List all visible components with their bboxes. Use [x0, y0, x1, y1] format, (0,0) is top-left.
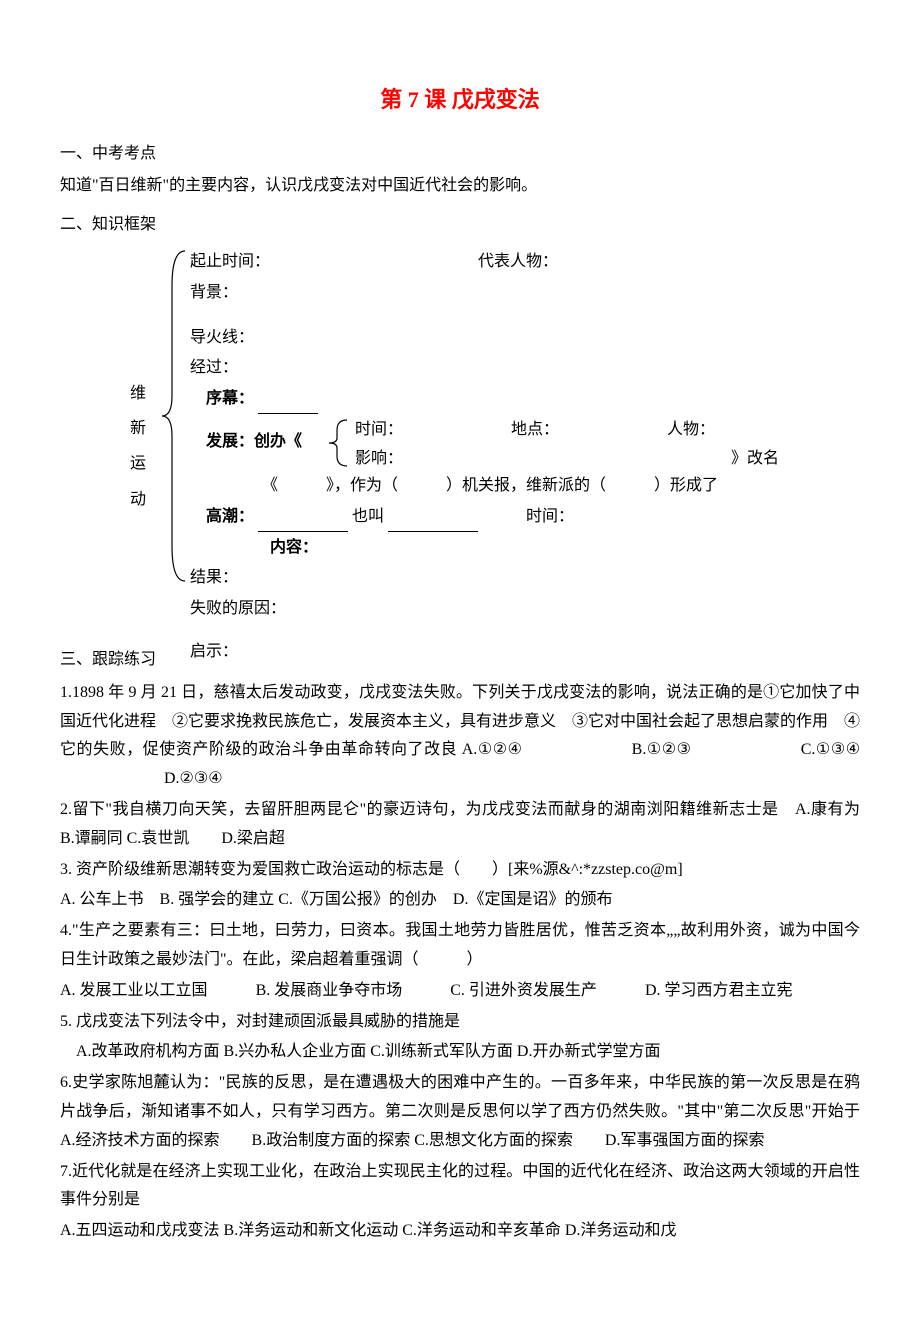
inner-line-2: 影响： 》改名 [355, 445, 875, 474]
inner-line-1: 时间： 地点： 人物： [355, 416, 875, 445]
question-2: 2.留下"我自横刀向天笑，去留肝胆两昆仑"的豪迈诗句，为戊戌变法而献身的湖南浏阳… [60, 796, 860, 854]
label-prologue: 序幕： [206, 390, 254, 407]
vlabel-char-2: 新 [130, 420, 146, 437]
organ-c: ）机关报，维新派的（ [446, 477, 606, 494]
inner-person: 人物： [667, 421, 715, 438]
outline-row-reason: 失败的原因： [190, 595, 870, 624]
outer-brace-icon [160, 246, 190, 586]
outline-body: 起止时间： 代表人物： 背景： 导火线： 经过： 序幕： 发展：创办《 时间： … [190, 246, 870, 669]
inner-place: 地点： [511, 421, 559, 438]
inner-time: 时间： [355, 421, 403, 438]
q1-opt-c: C.①③④ [801, 741, 860, 758]
q4-opt-c: C. 引进外资发展生产 [450, 982, 597, 999]
section-1-content: 知道"百日维新"的主要内容，认识戊戌变法对中国近代社会的影响。 [60, 172, 860, 201]
knowledge-framework-diagram: 维 新 运 动 起止时间： 代表人物： 背景： 导火线： 经过： 序幕： 发展：… [60, 246, 860, 586]
outline-row-process: 经过： [190, 354, 870, 383]
inner-text-block: 时间： 地点： 人物： 影响： 》改名 [355, 416, 875, 474]
label-development: 发展：创办《 [190, 428, 302, 457]
blank-climax-2 [388, 515, 478, 532]
blank-prologue [258, 397, 318, 414]
organ-b: 》，作为（ [326, 477, 398, 494]
question-3: 3. 资产阶级维新思潮转变为爱国救亡政治运动的标志是（ ）[来%源&^:*zzs… [60, 856, 860, 885]
q4-opt-d: D. 学习西方君主立宪 [645, 982, 793, 999]
label-start-end-time: 起止时间： [190, 253, 270, 270]
question-4: 4."生产之要素有三：曰土地，曰劳力，曰资本。我国土地劳力皆胜居优，惟苦乏资本„… [60, 917, 860, 975]
label-climax-time: 时间： [526, 508, 574, 525]
outline-row-result: 结果： [190, 564, 870, 593]
outline-row-development: 发展：创办《 时间： 地点： 人物： 影响： 》改名 [190, 416, 870, 470]
question-3-options: A. 公车上书 B. 强学会的建立 C.《万国公报》的创办 D.《定国是诏》的颁… [60, 886, 860, 915]
outline-row-prologue: 序幕： [190, 385, 870, 414]
inner-influence: 影响： [355, 450, 403, 467]
question-1: 1.1898 年 9 月 21 日，慈禧太后发动政变，戊戌变法失败。下列关于戊戌… [60, 679, 860, 794]
outline-row-fuse: 导火线： [190, 324, 870, 353]
q4-opt-a: A. 发展工业以工立国 [60, 982, 208, 999]
q1-opt-b: B.①②③ [632, 741, 692, 758]
q4-opt-b: B. 发展商业争夺市场 [256, 982, 403, 999]
question-4-options: A. 发展工业以工立国 B. 发展商业争夺市场 C. 引进外资发展生产 D. 学… [60, 977, 860, 1006]
outline-row-climax: 高潮： 也叫 时间： [190, 503, 870, 532]
outline-row-background: 背景： [190, 279, 870, 308]
spacer [190, 310, 870, 322]
section-1-heading: 一、中考考点 [60, 140, 860, 169]
organ-d: ）形成了 [654, 477, 718, 494]
question-7: 7.近代化就是在经济上实现工业化，在政治上实现民主化的过程。中国的近代化在经济、… [60, 1158, 860, 1216]
label-also-called: 也叫 [352, 508, 384, 525]
question-7-options: A.五四运动和戊戌变法 B.洋务运动和新文化运动 C.洋务运动和辛亥革命 D.洋… [60, 1217, 860, 1246]
label-representative: 代表人物： [478, 253, 558, 270]
outline-row-organ: 《 》，作为（ ）机关报，维新派的（ ）形成了 [190, 472, 870, 501]
spacer-2 [190, 626, 870, 636]
diagram-vertical-label: 维 新 运 动 [130, 376, 148, 517]
outline-row-time-person: 起止时间： 代表人物： [190, 248, 870, 277]
vlabel-char-4: 动 [130, 491, 146, 508]
dev-label-text: 发展：创办《 [206, 433, 302, 450]
section-2-heading: 二、知识框架 [60, 211, 860, 240]
label-climax: 高潮： [206, 508, 254, 525]
outline-row-content: 内容： [190, 534, 870, 563]
outline-row-lesson: 启示： [190, 638, 870, 667]
q1-text: 1.1898 年 9 月 21 日，慈禧太后发动政变，戊戌变法失败。下列关于戊戌… [60, 684, 860, 759]
q1-opt-d: D.②③④ [164, 770, 223, 787]
blank-climax-1 [258, 515, 348, 532]
vlabel-char-3: 运 [130, 455, 146, 472]
exercise-section: 三、跟踪练习 1.1898 年 9 月 21 日，慈禧太后发动政变，戊戌变法失败… [60, 646, 860, 1246]
inner-rename: 》改名 [731, 450, 779, 467]
organ-a: 《 [262, 477, 278, 494]
page-title: 第 7 课 戊戌变法 [60, 80, 860, 120]
inner-brace-icon [325, 416, 353, 470]
question-6: 6.史学家陈旭麓认为："民族的反思，是在遭遇极大的困难中产生的。一百多年来，中华… [60, 1069, 860, 1155]
question-5: 5. 戊戌变法下列法令中，对封建顽固派最具威胁的措施是 [60, 1008, 860, 1037]
vlabel-char-1: 维 [130, 385, 146, 402]
question-5-options: A.改革政府机构方面 B.兴办私人企业方面 C.训练新式军队方面 D.开办新式学… [60, 1038, 860, 1067]
